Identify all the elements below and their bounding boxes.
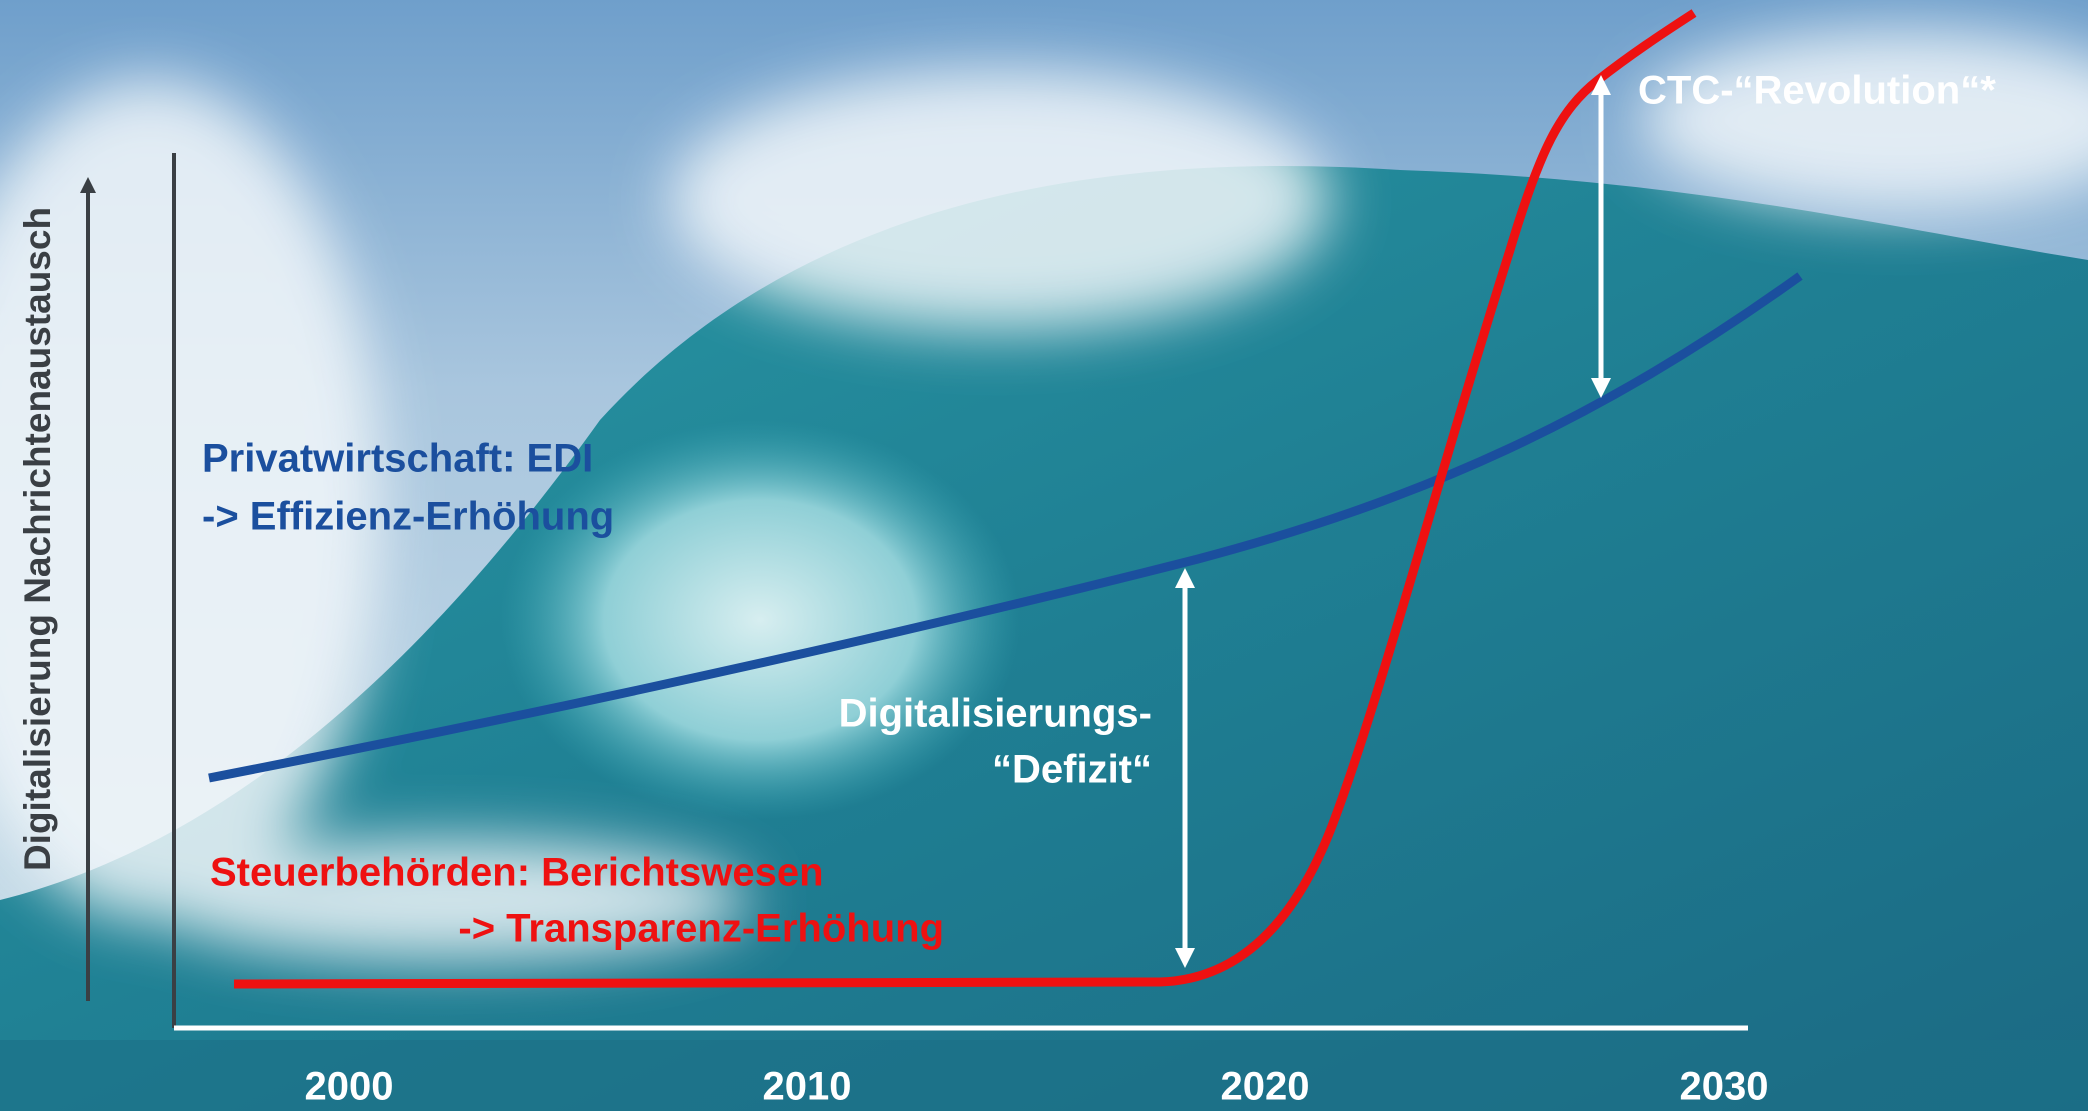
x-tick-label: 2010: [763, 1065, 852, 1109]
deficit-label: “Defizit“: [992, 748, 1152, 792]
private-label: Privatwirtschaft: EDI: [202, 437, 593, 481]
x-tick-label: 2000: [305, 1065, 394, 1109]
deficit-label: Digitalisierungs-: [839, 692, 1152, 736]
private-label: -> Effizienz-Erhöhung: [202, 495, 614, 539]
tax-label: -> Transparenz-Erhöhung: [458, 907, 944, 951]
x-tick-label: 2020: [1221, 1065, 1310, 1109]
revolution-label: CTC-“Revolution“*: [1638, 69, 1996, 113]
private-curve: [208, 272, 1803, 783]
tax-label: Steuerbehörden: Berichtswesen: [210, 851, 824, 895]
x-tick-label: 2030: [1680, 1065, 1769, 1109]
y-axis-label: Digitalisierung Nachrichtenaustausch: [17, 207, 58, 871]
